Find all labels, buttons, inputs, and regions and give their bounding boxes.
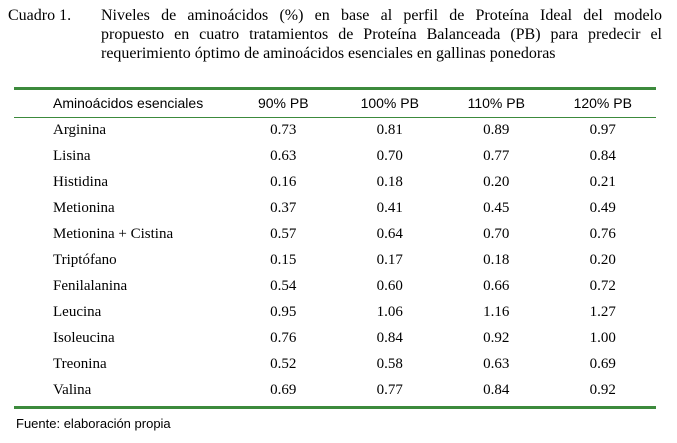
amino-acid-name-cell: Metionina [53, 199, 115, 216]
value-cell: 0.15 [270, 251, 297, 268]
value-cell: 0.84 [589, 147, 616, 164]
value-cell: 0.20 [589, 251, 616, 268]
value-cell: 0.84 [376, 329, 403, 346]
amino-acid-name-cell: Fenilalanina [53, 277, 128, 294]
value-cell: 0.45 [483, 199, 510, 216]
value-cell: 0.97 [589, 121, 616, 138]
table-row: Metionina 0.37 0.41 0.45 0.49 [14, 195, 656, 221]
table-row: Isoleucina 0.76 0.84 0.92 1.00 [14, 325, 656, 351]
amino-acid-name-cell: Lisina [53, 147, 91, 164]
value-cell: 0.77 [483, 147, 510, 164]
value-cell: 0.49 [589, 199, 616, 216]
value-cell: 0.18 [483, 251, 510, 268]
value-cell: 1.06 [376, 303, 403, 320]
table-row: Arginina 0.73 0.81 0.89 0.97 [14, 115, 656, 143]
value-cell: 0.18 [376, 173, 403, 190]
value-cell: 0.89 [483, 121, 510, 138]
table-row: Fenilalanina 0.54 0.60 0.66 0.72 [14, 273, 656, 299]
table-row: Valina 0.69 0.77 0.84 0.92 [14, 377, 656, 403]
value-cell: 0.76 [589, 225, 616, 242]
value-cell: 1.27 [589, 303, 616, 320]
value-cell: 0.72 [589, 277, 616, 294]
caption-line: propuesto en cuatro tratamientos de Prot… [101, 26, 662, 43]
value-cell: 0.73 [270, 121, 297, 138]
amino-acid-name-cell: Leucina [53, 303, 102, 320]
value-cell: 1.00 [589, 329, 616, 346]
value-cell: 0.70 [483, 225, 510, 242]
value-cell: 1.16 [483, 303, 510, 320]
value-cell: 0.69 [270, 381, 297, 398]
amino-acid-name-cell: Valina [53, 381, 92, 398]
value-cell: 0.70 [376, 147, 403, 164]
table-row: Triptófano 0.15 0.17 0.18 0.20 [14, 247, 656, 273]
caption-line: Niveles de aminoácidos (%) en base al pe… [101, 7, 662, 24]
amino-acid-name-cell: Treonina [53, 355, 107, 372]
value-cell: 0.95 [270, 303, 297, 320]
value-cell: 0.64 [376, 225, 403, 242]
value-cell: 0.63 [270, 147, 297, 164]
value-cell: 0.76 [270, 329, 297, 346]
value-cell: 0.77 [376, 381, 403, 398]
value-cell: 0.92 [483, 329, 510, 346]
value-cell: 0.81 [376, 121, 403, 138]
value-cell: 0.63 [483, 355, 510, 372]
table-row: Lisina 0.63 0.70 0.77 0.84 [14, 143, 656, 169]
caption-text: Niveles de aminoácidos (%) en base al pe… [101, 6, 662, 63]
value-cell: 0.54 [270, 277, 297, 294]
table-header-row: Aminoácidos esenciales 90% PB 100% PB 11… [14, 91, 656, 115]
column-header: Aminoácidos esenciales [53, 95, 204, 111]
table-top-rule [14, 87, 656, 90]
value-cell: 0.21 [589, 173, 616, 190]
caption-label: Cuadro 1. [8, 7, 72, 24]
table-row: Histidina 0.16 0.18 0.20 0.21 [14, 169, 656, 195]
column-header: 120% PB [573, 95, 632, 111]
value-cell: 0.66 [483, 277, 510, 294]
value-cell: 0.41 [376, 199, 403, 216]
value-cell: 0.37 [270, 199, 297, 216]
value-cell: 0.69 [589, 355, 616, 372]
amino-acid-name-cell: Isoleucina [53, 329, 115, 346]
table-row: Leucina 0.95 1.06 1.16 1.27 [14, 299, 656, 325]
amino-acid-name-cell: Arginina [53, 121, 107, 138]
value-cell: 0.17 [376, 251, 403, 268]
value-cell: 0.60 [376, 277, 403, 294]
column-header: 90% PB [257, 95, 309, 111]
table-header-rule [14, 117, 656, 118]
amino-acid-name-cell: Triptófano [53, 251, 117, 268]
amino-acid-table: Aminoácidos esenciales 90% PB 100% PB 11… [14, 91, 656, 403]
column-header: 100% PB [360, 95, 419, 111]
column-header: 110% PB [467, 95, 525, 111]
table-bottom-rule [14, 406, 656, 409]
table-row: Metionina + Cistina 0.57 0.64 0.70 0.76 [14, 221, 656, 247]
table-source-note: Fuente: elaboración propia [16, 416, 171, 431]
value-cell: 0.92 [589, 381, 616, 398]
value-cell: 0.57 [270, 225, 297, 242]
amino-acid-name-cell: Histidina [53, 173, 108, 190]
value-cell: 0.58 [376, 355, 403, 372]
value-cell: 0.52 [270, 355, 297, 372]
value-cell: 0.84 [483, 381, 510, 398]
value-cell: 0.20 [483, 173, 510, 190]
caption-line: requerimiento óptimo de aminoácidos esen… [101, 45, 556, 62]
table-row: Treonina 0.52 0.58 0.63 0.69 [14, 351, 656, 377]
value-cell: 0.16 [270, 173, 297, 190]
amino-acid-name-cell: Metionina + Cistina [53, 225, 174, 242]
